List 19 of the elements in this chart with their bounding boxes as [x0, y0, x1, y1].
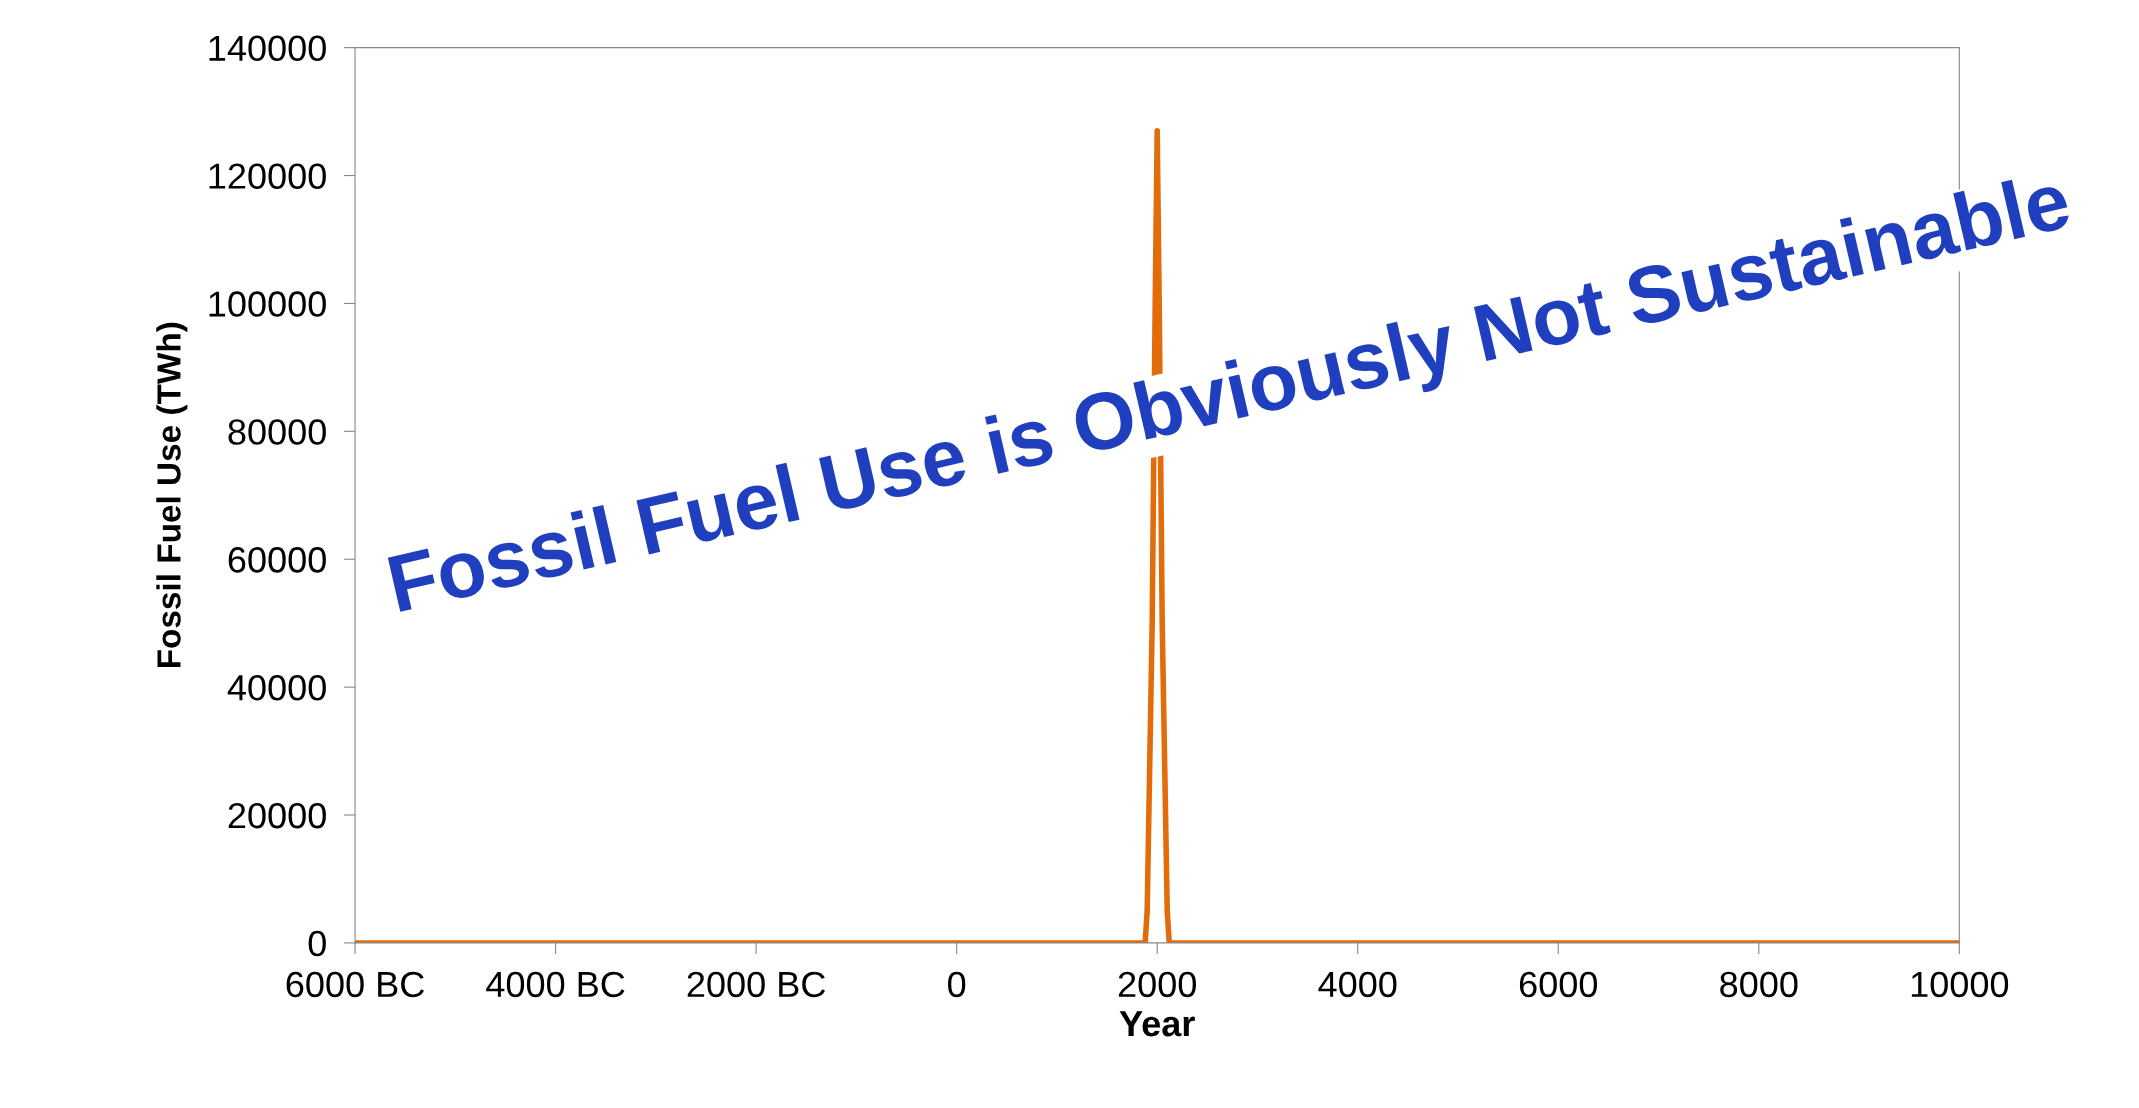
y-tick-label: 100000	[209, 291, 326, 317]
x-tick-label: 2000	[1118, 971, 1196, 998]
y-tick-label: 40000	[227, 674, 326, 701]
x-tick-label: 8000	[1720, 971, 1798, 998]
x-tick-label: 4000 BC	[486, 971, 625, 998]
y-tick-label: 80000	[228, 419, 326, 445]
y-tick-label: 120000	[209, 163, 326, 189]
x-tick-label: 6000 BC	[286, 971, 424, 998]
x-axis-title: Year	[1119, 1011, 1195, 1037]
x-tick-label: 2000 BC	[687, 971, 826, 998]
x-tick-label: 10000	[1911, 971, 2009, 998]
y-tick-label: 140000	[209, 35, 326, 62]
y-tick-label: 60000	[228, 547, 326, 573]
y-tick-label: 20000	[228, 802, 326, 829]
y-axis-title: Fossil Fuel Use (TWh)	[156, 322, 188, 668]
x-tick-label: 0	[948, 971, 966, 998]
x-tick-label: 6000	[1519, 971, 1598, 998]
y-tick-label: 0	[308, 930, 326, 957]
x-tick-label: 4000	[1318, 971, 1397, 998]
